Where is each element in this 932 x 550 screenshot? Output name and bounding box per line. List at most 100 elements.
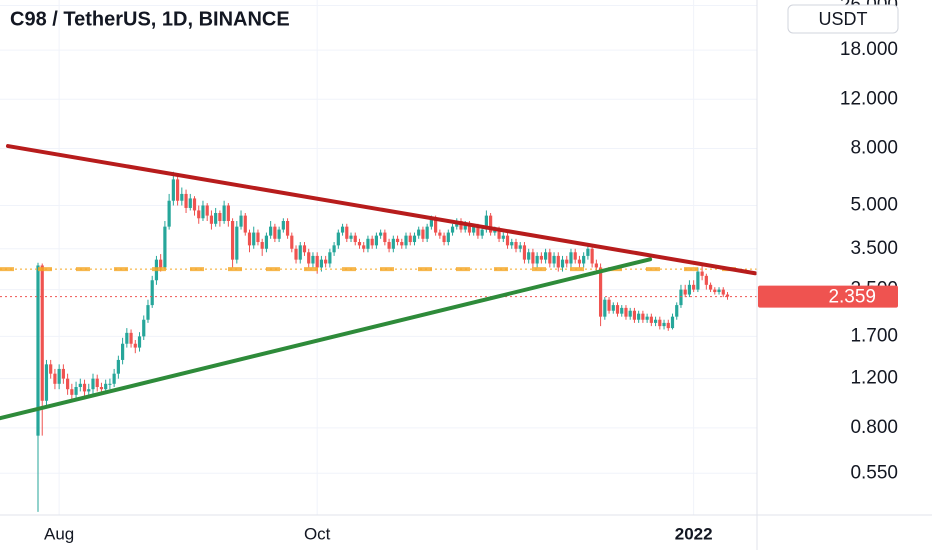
candle-body: [99, 387, 104, 390]
candle-body: [311, 255, 315, 264]
candle-body: [493, 229, 497, 233]
candle-body: [514, 242, 518, 249]
candle-body: [239, 215, 243, 227]
candle-body: [590, 248, 594, 264]
candle-body: [480, 229, 484, 236]
candle-body: [531, 252, 535, 264]
trendline: [0, 257, 653, 421]
candle-body: [725, 294, 730, 297]
candle-body: [522, 245, 527, 260]
candle-body: [66, 378, 70, 390]
y-tick-label: 12.000: [840, 88, 898, 109]
candle-body: [184, 193, 188, 208]
candle-body: [374, 235, 378, 246]
candle-body: [611, 305, 615, 311]
candle-body: [345, 226, 349, 239]
candle-body: [137, 336, 142, 348]
candle-body: [340, 226, 345, 233]
y-tick-label: 3.500: [850, 238, 898, 259]
candle-body: [442, 235, 446, 243]
candle-body: [294, 248, 298, 260]
candle-body: [632, 310, 637, 320]
candle-body: [218, 213, 222, 222]
candle-body: [167, 200, 171, 227]
candle-body: [421, 229, 425, 239]
candle-body: [624, 307, 628, 317]
candle-body: [717, 289, 721, 293]
candle-body: [260, 242, 264, 249]
candle-body: [645, 316, 649, 320]
candle-body: [692, 284, 696, 290]
candle-body: [324, 259, 328, 264]
unit-button[interactable]: USDT: [819, 9, 868, 29]
y-tick-label: 8.000: [850, 137, 898, 158]
y-tick-label: 18.000: [840, 39, 898, 60]
candle-body: [256, 232, 260, 243]
candle-body: [142, 319, 146, 337]
candle-body: [569, 252, 573, 264]
candle-body: [336, 232, 340, 246]
candle-body: [281, 221, 285, 230]
candle-body: [391, 238, 395, 249]
candle-body: [74, 387, 78, 395]
plot-area: [0, 144, 757, 512]
candle-body: [459, 221, 463, 230]
candle-body: [226, 205, 230, 222]
y-tick-label: 1.200: [850, 368, 898, 389]
candle-body: [353, 235, 357, 243]
candle-body: [214, 213, 218, 224]
candle-body: [535, 255, 539, 264]
candle-body: [298, 245, 302, 260]
candle-body: [285, 221, 290, 236]
candle-body: [370, 238, 374, 246]
candle-body: [713, 289, 717, 293]
candle-body: [658, 319, 662, 327]
candle-body: [527, 252, 531, 260]
candle-body: [653, 319, 658, 323]
candle-body: [573, 252, 577, 260]
x-tick-label: Oct: [304, 524, 331, 543]
candle-body: [696, 271, 700, 290]
candle-body: [594, 263, 598, 268]
candle-body: [404, 235, 408, 246]
candle-body: [319, 259, 324, 268]
candle-body: [501, 235, 505, 239]
candle-body: [607, 299, 611, 311]
candle-body: [205, 205, 209, 216]
candle-body: [328, 252, 332, 264]
candle-body: [61, 368, 65, 379]
candle-body: [434, 218, 438, 233]
candle-body: [36, 265, 40, 436]
candle-body: [463, 223, 467, 230]
candle-body: [675, 305, 679, 317]
candle-body: [104, 383, 108, 390]
candle-body: [129, 332, 133, 344]
candle-body: [467, 223, 472, 233]
candle-body: [91, 378, 95, 390]
candle-body: [243, 215, 247, 233]
last-price-label: 2.359: [828, 287, 876, 308]
candle-body: [700, 271, 704, 276]
candle-body: [175, 179, 180, 201]
candle-body: [552, 255, 556, 264]
candle-body: [163, 226, 167, 268]
candle-body: [565, 259, 569, 264]
candle-body: [108, 383, 112, 385]
y-tick-label: 5.000: [850, 195, 898, 216]
candle-body: [383, 232, 387, 243]
candle-body: [57, 368, 61, 384]
candle-body: [544, 252, 548, 260]
candle-body: [450, 226, 455, 233]
candle-body: [188, 198, 192, 208]
candle-body: [484, 215, 488, 230]
candle-body: [472, 226, 476, 233]
candle-body: [307, 252, 311, 264]
candle-body: [438, 232, 442, 236]
candle-body: [505, 235, 510, 246]
unit-button-box[interactable]: [787, 4, 899, 34]
y-tick-label: 1.700: [850, 325, 898, 346]
candle-body: [44, 364, 49, 401]
candle-body: [366, 238, 370, 249]
candle-body: [133, 343, 137, 348]
